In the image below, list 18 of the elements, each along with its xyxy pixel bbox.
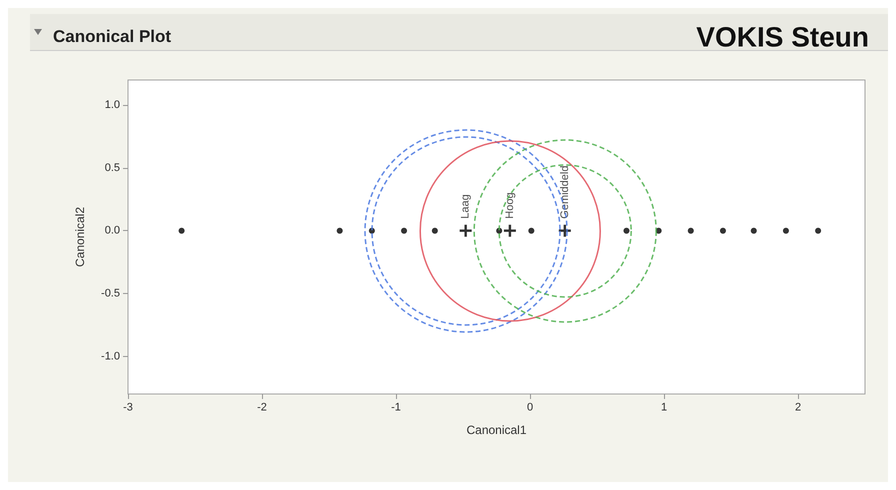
data-label: Hoog: [504, 192, 516, 219]
y-tick-label: 0.5: [104, 162, 120, 174]
chart-title: Canonical Plot: [53, 27, 172, 46]
y-tick-label: -1.0: [101, 350, 120, 362]
y-tick-label: -0.5: [101, 288, 120, 300]
x-tick-label: 1: [660, 402, 668, 414]
x-axis-title: Canonical1: [466, 423, 527, 437]
data-label: Gemiddeld: [558, 166, 571, 219]
y-tick-label: 1.0: [104, 99, 120, 112]
x-tick-label: 2: [794, 402, 802, 414]
x-tick-label: -2: [257, 402, 267, 414]
data-label: Laag: [460, 194, 472, 219]
y-axis-title: Canonical2: [73, 206, 87, 268]
x-tick-label: -1: [391, 402, 401, 414]
chart-subtitle: VOKIS Steun: [696, 22, 870, 52]
y-tick-label: 0.0: [104, 224, 120, 237]
x-tick-label: -3: [123, 402, 133, 414]
x-tick-label: 0: [526, 402, 534, 414]
